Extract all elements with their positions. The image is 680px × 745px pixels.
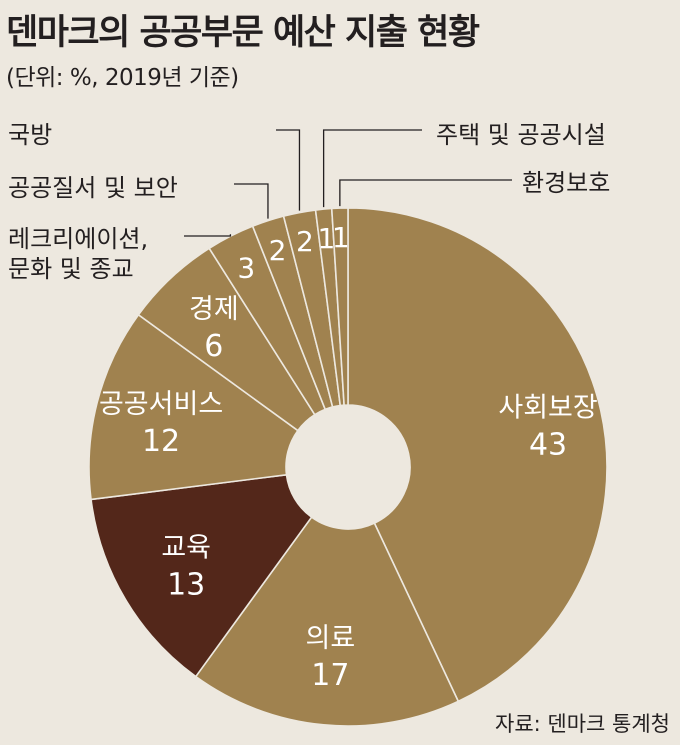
pie-slice-9 [330, 207, 349, 406]
slice-value-8: 1 [317, 222, 335, 255]
slice-value-5: 3 [237, 251, 255, 284]
slice-value-6: 2 [269, 234, 287, 267]
slice-value-7: 2 [296, 225, 314, 258]
slice-label-9: 환경보호 [522, 169, 610, 197]
pie-slice-0 [347, 207, 608, 703]
slice-label-7: 국방 [8, 121, 52, 149]
chart-subtitle: (단위: %, 2019년 기준) [6, 65, 239, 91]
pie-slice-2 [90, 473, 313, 678]
slice-label-0: 사회보장 [498, 392, 597, 423]
slice-value-9: 1 [332, 221, 350, 254]
pie-slice-3 [88, 313, 299, 501]
slice-value-0: 43 [529, 427, 567, 462]
slice-label-5: 문화 및 종교 [8, 255, 134, 283]
slice-label-6: 공공질서 및 보안 [8, 174, 178, 202]
leader-line-8 [322, 129, 422, 208]
slice-value-3: 12 [142, 424, 180, 459]
slice-value-1: 17 [311, 658, 349, 693]
leader-line-9 [339, 179, 512, 207]
slice-label-8: 주택 및 공공시설 [436, 121, 606, 149]
pie-slice-1 [194, 516, 460, 727]
slice-value-2: 13 [167, 568, 205, 603]
slice-label-2: 교육 [161, 533, 211, 564]
slice-label-4: 경제 [189, 294, 239, 325]
chart-title: 덴마크의 공공부문 예산 지출 현황 [6, 13, 480, 53]
slice-label-5: 레크리에이션, [8, 225, 148, 253]
leader-line-6 [234, 183, 269, 219]
slice-label-3: 공공서비스 [99, 389, 223, 420]
leader-line-5 [184, 234, 232, 237]
slice-label-1: 의료 [306, 623, 356, 654]
slice-value-4: 6 [204, 329, 223, 364]
source-note: 자료: 덴마크 통계청 [495, 712, 670, 736]
leader-line-7 [276, 129, 301, 211]
